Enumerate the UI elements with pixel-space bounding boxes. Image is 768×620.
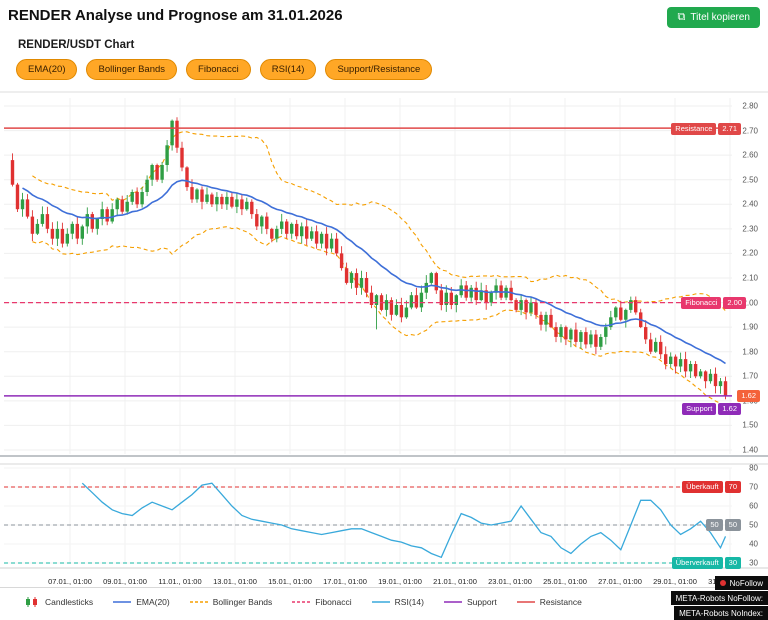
legend-item-candlesticks: Candlesticks: [24, 596, 93, 608]
indicator-button-rsi-14-[interactable]: RSI(14): [259, 59, 317, 80]
status-dot-icon: [719, 580, 726, 586]
indicator-button-fibonacci[interactable]: Fibonacci: [186, 59, 251, 80]
dashed-swatch-icon: [189, 601, 208, 603]
time-axis-label: 17.01., 01:00: [323, 577, 367, 586]
copy-title-button[interactable]: ⧉ Titel kopieren: [667, 7, 760, 28]
line-swatch-icon: [516, 601, 535, 603]
legend-label: Fibonacci: [315, 597, 352, 607]
overlay-tip-label: NoFollow: [729, 578, 763, 588]
line-swatch-icon: [443, 601, 462, 603]
legend-item-rsi-14-: RSI(14): [371, 597, 424, 607]
time-axis-label: 09.01., 01:00: [103, 577, 147, 586]
dashed-swatch-icon: [292, 601, 311, 603]
legend-item-support: Support: [443, 597, 497, 607]
legend-item-bollinger-bands: Bollinger Bands: [189, 597, 273, 607]
copy-title-button-label: Titel kopieren: [690, 12, 750, 23]
header: RENDER Analyse und Prognose am 31.01.202…: [0, 0, 768, 28]
indicator-button-row: EMA(20) Bollinger Bands Fibonacci RSI(14) Su…: [16, 59, 768, 80]
candlesticks-icon: [26, 597, 37, 607]
legend-label: Resistance: [539, 597, 582, 607]
legend-label: Support: [466, 597, 497, 607]
time-axis-label: 27.01., 01:00: [598, 577, 642, 586]
chart-area[interactable]: 2.80 2.70 2.60 2.50 2.40 2.30 2.20 2.10 2.00 1.90…: [0, 90, 768, 587]
overlay-tip-0: NoFollow: [714, 576, 768, 590]
time-axis-label: 11.01., 01:00: [158, 577, 202, 586]
indicator-button-ema-20-[interactable]: EMA(20): [16, 59, 78, 80]
copy-icon: ⧉: [677, 11, 686, 23]
legend-item-fibonacci: Fibonacci: [292, 597, 352, 607]
line-swatch-icon: [113, 601, 132, 603]
legend-label: EMA(20): [136, 597, 170, 607]
time-axis-label: 25.01., 01:00: [543, 577, 587, 586]
overlay-tip-1: META-Robots NoFollow:: [670, 591, 768, 605]
indicator-button-support-resistance[interactable]: Support/Resistance: [325, 59, 433, 80]
page-title: RENDER Analyse und Prognose am 31.01.202…: [8, 7, 343, 24]
price-rsi-chart-canvas[interactable]: [0, 90, 768, 570]
line-swatch-icon: [371, 601, 390, 603]
meta-robots-overlays: NoFollow META-Robots NoFollow: META-Robots…: [670, 576, 768, 620]
indicator-button-bollinger-bands[interactable]: Bollinger Bands: [86, 59, 178, 80]
legend-item-resistance: Resistance: [516, 597, 582, 607]
legend-item-ema-20-: EMA(20): [113, 597, 170, 607]
chart-heading: RENDER/USDT Chart: [18, 39, 135, 51]
overlay-tip-2: META-Robots NoIndex:: [674, 606, 768, 620]
legend-label: Bollinger Bands: [212, 597, 273, 607]
time-axis-label: 07.01., 01:00: [48, 577, 92, 586]
time-axis-label: 21.01., 01:00: [433, 577, 477, 586]
chart-legend: Candlesticks EMA(20) Bollinger Bands Fibona…: [0, 587, 768, 608]
overlay-tip-label: META-Robots NoFollow:: [675, 593, 763, 603]
overlay-tip-label: META-Robots NoIndex:: [679, 608, 763, 618]
time-axis-label: 13.01., 01:00: [213, 577, 257, 586]
time-axis-label: 15.01., 01:00: [268, 577, 312, 586]
legend-label: Candlesticks: [45, 597, 94, 607]
time-axis-label: 23.01., 01:00: [488, 577, 532, 586]
time-axis-label: 19.01., 01:00: [378, 577, 422, 586]
legend-label: RSI(14): [394, 597, 424, 607]
